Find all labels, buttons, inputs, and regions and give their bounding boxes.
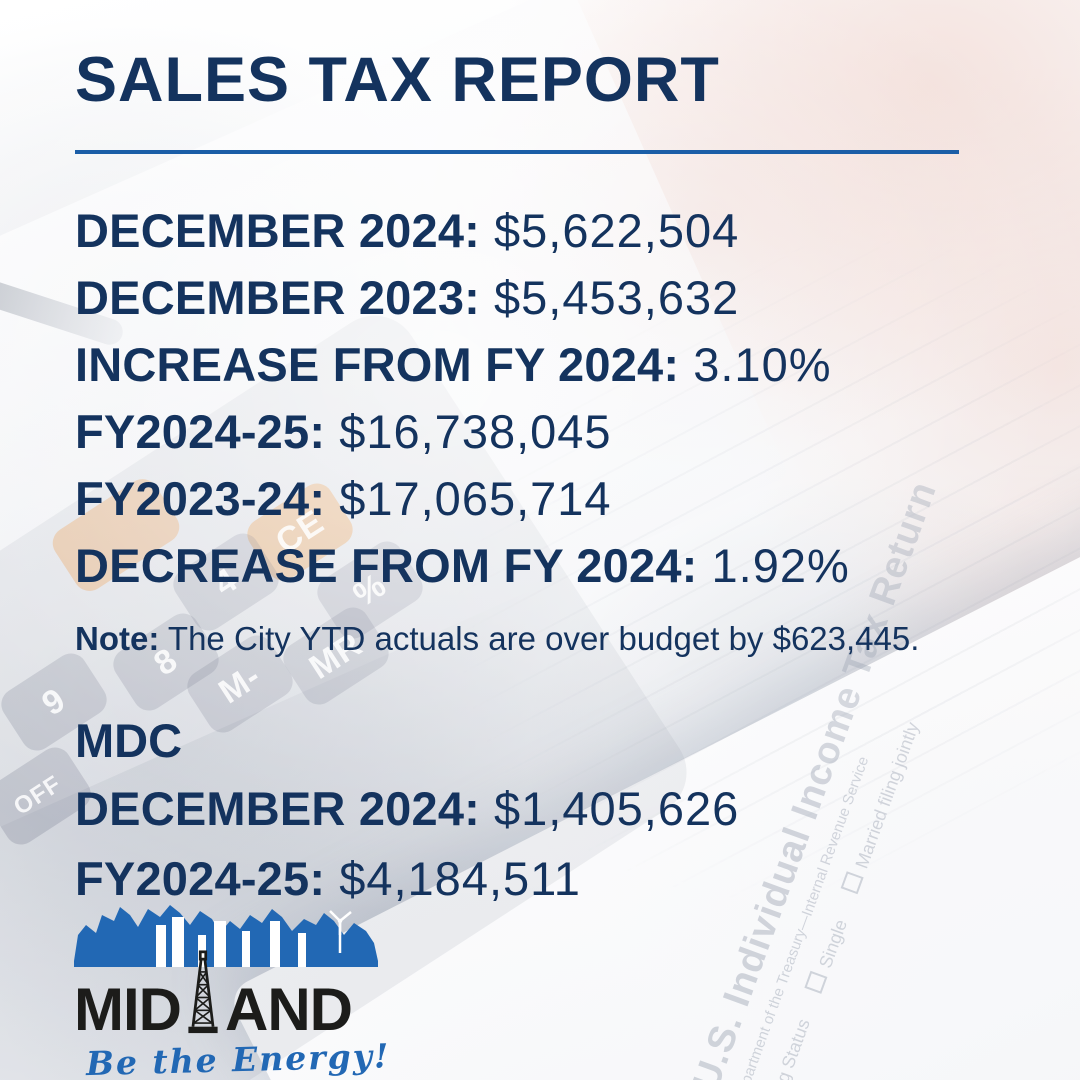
figure-label: DECEMBER 2023: <box>75 271 481 325</box>
figure-label: DECEMBER 2024: <box>75 782 481 836</box>
mdc-figures: DECEMBER 2024: $1,405,626 FY2024-25: $4,18… <box>75 784 1022 904</box>
logo-wordmark: MID <box>74 950 402 1044</box>
midland-logo: MID <box>72 891 402 1080</box>
figure-row: DECREASE FROM FY 2024: 1.92% <box>75 538 1022 592</box>
figure-value: 1.92% <box>711 538 850 592</box>
figure-label: FY2023-24: <box>75 471 326 525</box>
figure-row: INCREASE FROM FY 2024: 3.10% <box>75 340 1022 390</box>
report-content: SALES TAX REPORT DECEMBER 2024: $5,622,50… <box>75 44 1022 904</box>
figure-row: FY2023-24: $17,065,714 <box>75 471 1022 525</box>
city-figures: DECEMBER 2024: $5,622,504 DECEMBER 2023: $… <box>75 206 1022 590</box>
figure-label: FY2024-25: <box>75 404 326 458</box>
logo-tagline: Be the Energy! <box>85 1036 391 1080</box>
note-text: The City YTD actuals are over budget by … <box>167 620 920 658</box>
figure-value: $1,405,626 <box>494 782 740 836</box>
title-divider <box>75 150 959 155</box>
mdc-section-heading: MDC <box>75 714 183 768</box>
note-label: Note: <box>75 620 160 658</box>
figure-label: DECEMBER 2024: <box>75 204 481 258</box>
figure-row: FY2024-25: $4,184,511 <box>75 854 1022 904</box>
figure-row: DECEMBER 2024: $5,622,504 <box>75 206 1022 256</box>
page-title: SALES TAX REPORT <box>75 45 720 115</box>
figure-row: FY2024-25: $16,738,045 <box>75 404 1022 458</box>
logo-word-right: AND <box>224 976 353 1044</box>
figure-value: $5,622,504 <box>494 204 740 258</box>
figure-label: INCREASE FROM FY 2024: <box>75 338 680 392</box>
figure-row: DECEMBER 2023: $5,453,632 <box>75 273 1022 323</box>
wind-turbine-icon <box>329 910 352 953</box>
budget-note: Note: The City YTD actuals are over budg… <box>75 620 1022 658</box>
figure-value: $5,453,632 <box>494 271 740 325</box>
figure-value: 3.10% <box>693 338 832 392</box>
figure-value: $16,738,045 <box>339 404 612 458</box>
figure-row: DECEMBER 2024: $1,405,626 <box>75 784 1022 834</box>
figure-value: $17,065,714 <box>339 471 612 525</box>
oil-derrick-icon <box>188 950 218 1034</box>
logo-word-left: MID <box>74 976 182 1044</box>
figure-label: FY2024-25: <box>75 851 326 905</box>
figure-value: $4,184,511 <box>339 851 581 905</box>
skyline-graphic <box>74 905 378 967</box>
figure-label: DECREASE FROM FY 2024: <box>75 538 698 592</box>
